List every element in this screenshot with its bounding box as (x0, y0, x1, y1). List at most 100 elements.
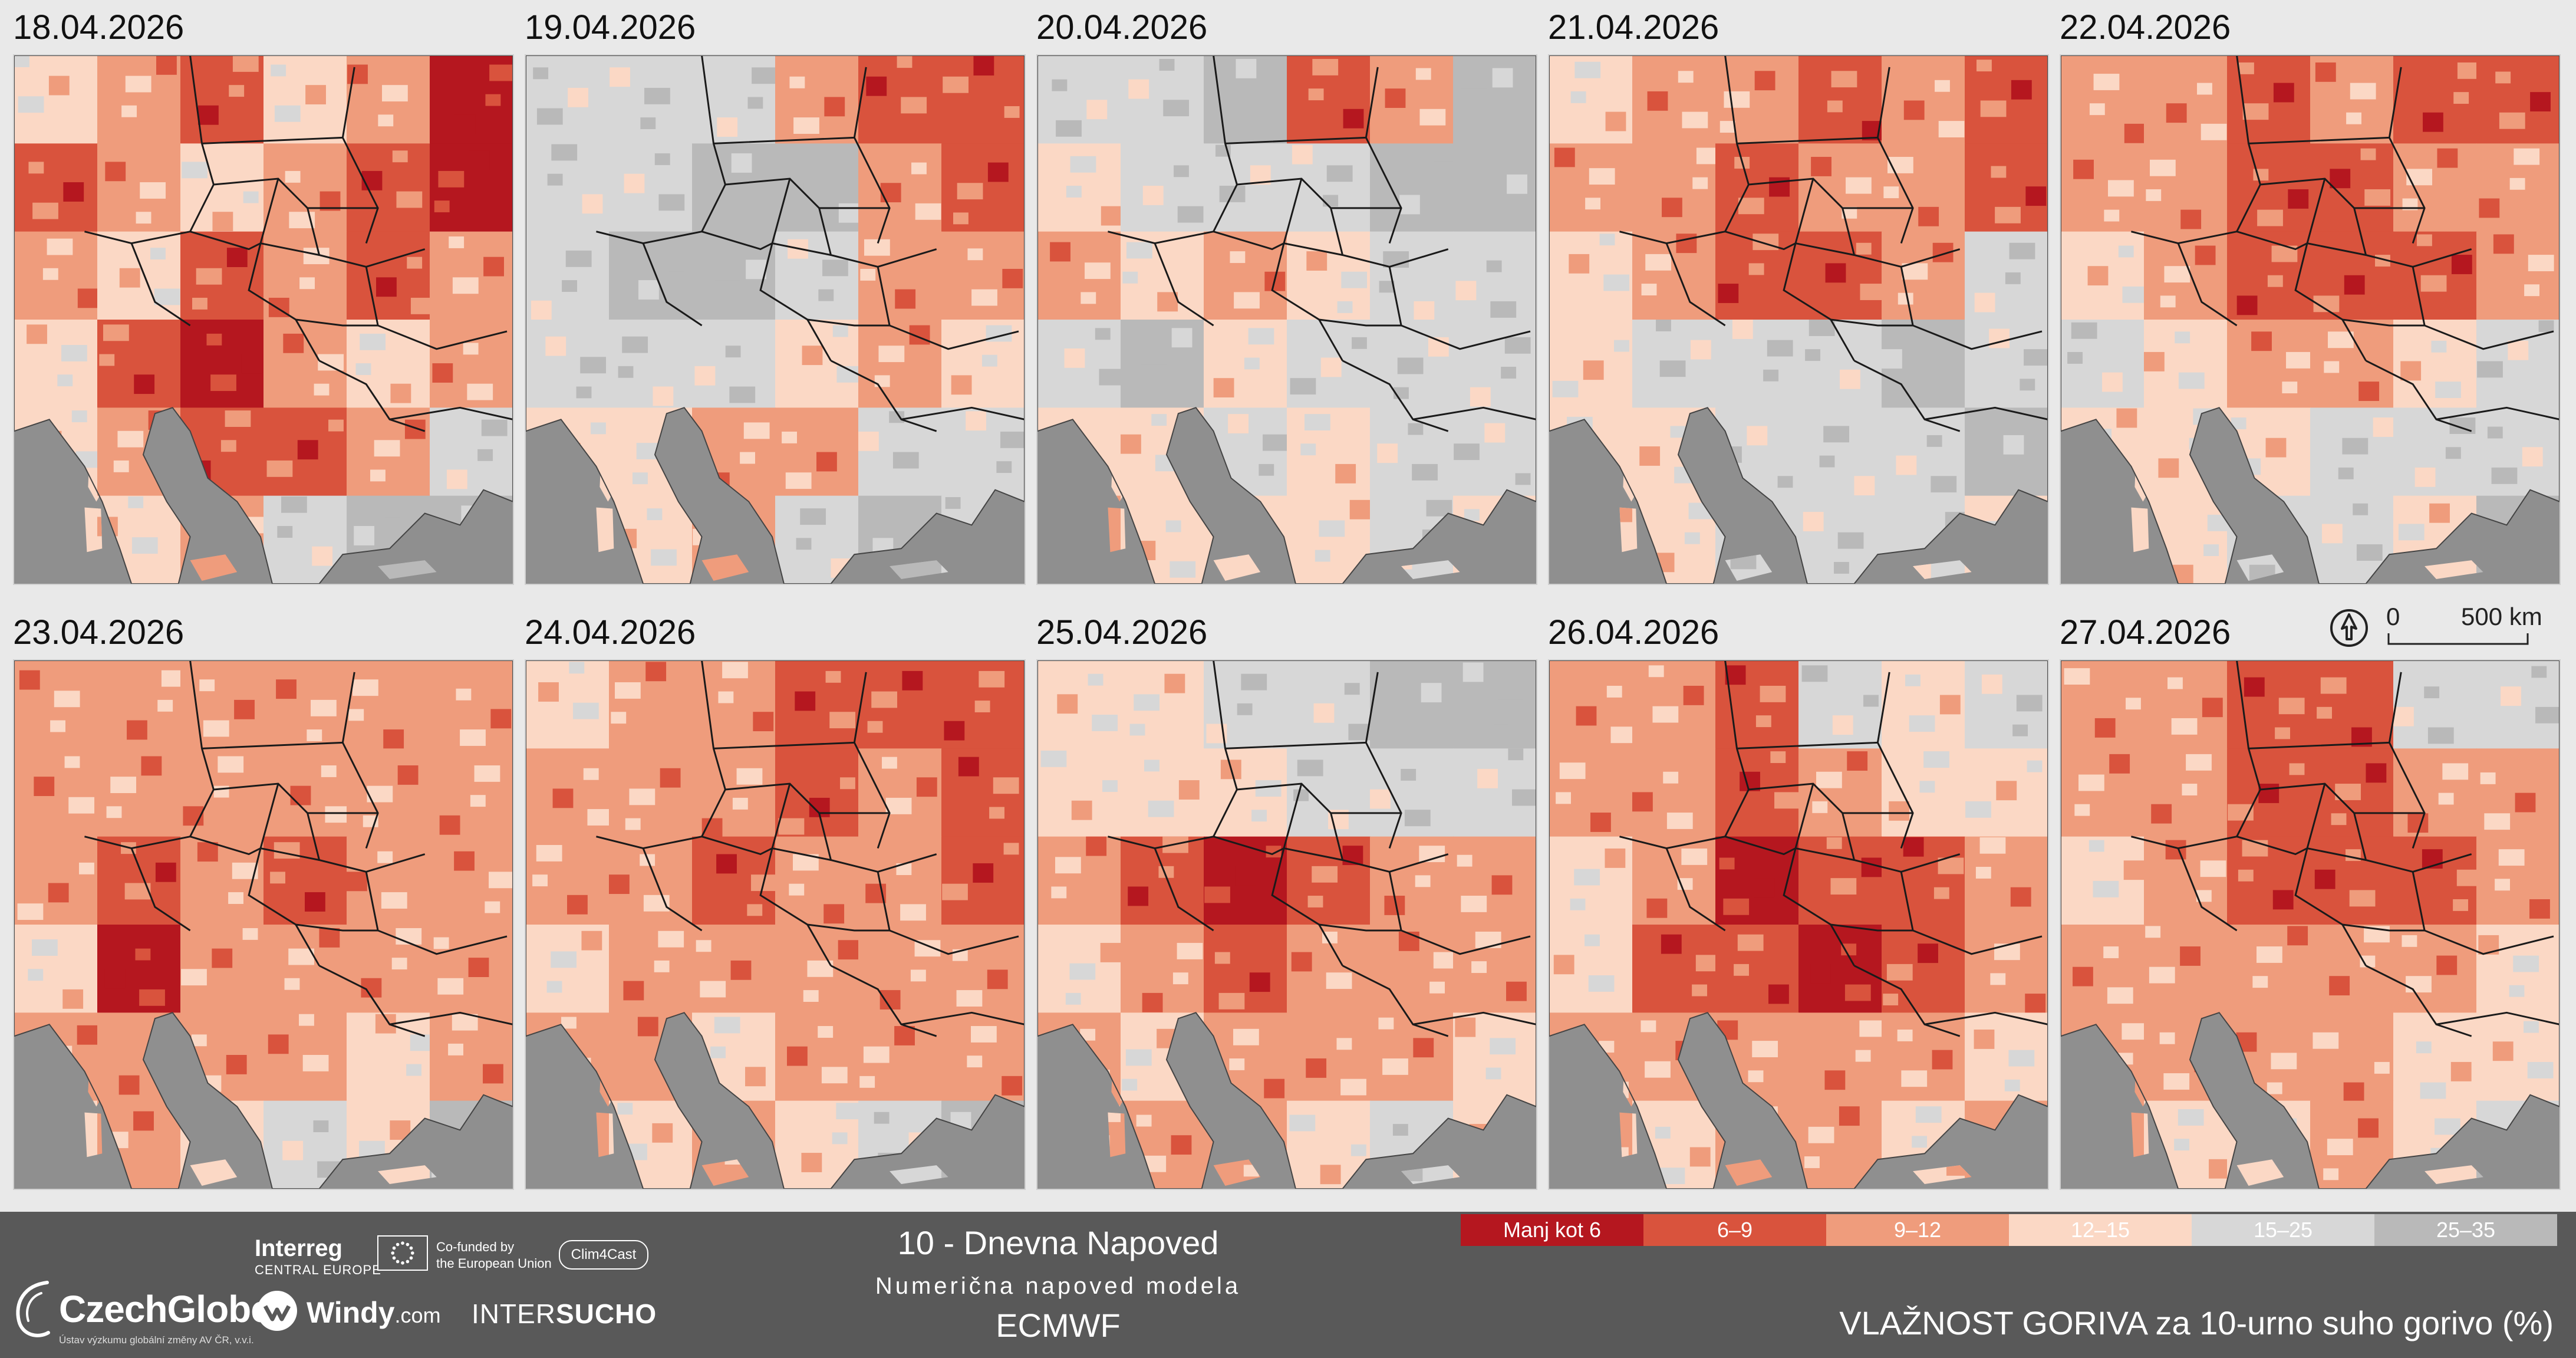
moisture-speckle (795, 691, 816, 711)
moisture-speckle (1475, 931, 1501, 948)
moisture-speckle (1682, 111, 1708, 129)
moisture-speckle (1462, 662, 1484, 682)
moisture-speckle (1378, 1017, 1394, 1030)
moisture-speckle (1300, 443, 1316, 456)
moisture-cell (858, 55, 942, 144)
moisture-speckle (1830, 878, 1857, 895)
moisture-speckle (1507, 174, 1527, 194)
moisture-speckle (119, 268, 140, 288)
moisture-speckle (2178, 372, 2205, 389)
moisture-cell (941, 925, 1025, 1014)
moisture-speckle (2104, 209, 2120, 222)
moisture-speckle (1484, 423, 1506, 443)
moisture-speckle (2331, 813, 2347, 826)
moisture-speckle (1896, 455, 1917, 475)
panel-date: 20.04.2026 (1036, 8, 1208, 47)
moisture-speckle (1350, 1144, 1366, 1156)
moisture-speckle (2479, 198, 2500, 218)
moisture-speckle (536, 108, 563, 125)
moisture-cell (14, 925, 98, 1014)
interreg-subtitle: CENTRAL EUROPE (255, 1262, 381, 1277)
moisture-speckle (27, 324, 47, 344)
moisture-speckle (1230, 251, 1246, 264)
moisture-speckle (1204, 886, 1230, 903)
moisture-speckle (2350, 83, 2376, 100)
moisture-speckle (1861, 857, 1882, 877)
moisture-speckle (987, 162, 1009, 182)
forecast-map (1036, 54, 1537, 585)
moisture-speckle (2522, 447, 2543, 467)
moisture-speckle (838, 940, 859, 960)
moisture-speckle (2487, 426, 2503, 439)
moisture-speckle (717, 117, 738, 137)
moisture-speckle (1972, 455, 1999, 472)
moisture-speckle (1326, 972, 1352, 989)
moisture-speckle (1419, 108, 1446, 126)
moisture-speckle (2501, 686, 2521, 706)
moisture-speckle (2093, 74, 2120, 90)
moisture-speckle (277, 526, 293, 538)
moisture-speckle (1377, 443, 1398, 463)
moisture-speckle (789, 76, 805, 88)
moisture-speckle (1655, 1126, 1671, 1139)
moisture-speckle (1583, 360, 1604, 380)
moisture-speckle (1923, 751, 1949, 768)
moisture-speckle (2159, 1032, 2175, 1044)
moisture-speckle (2242, 103, 2269, 120)
moisture-speckle (313, 1120, 329, 1133)
forecast-title: 10 - Dnevna Napoved (897, 1224, 1219, 1261)
moisture-speckle (1882, 349, 1902, 369)
moisture-speckle (2344, 275, 2365, 295)
moisture-speckle (2398, 524, 2425, 541)
moisture-speckle (1748, 1070, 1764, 1083)
moisture-speckle (448, 1043, 463, 1056)
moisture-speckle (2158, 458, 2179, 478)
moisture-speckle (191, 1034, 207, 1047)
moisture-speckle (787, 1046, 808, 1066)
moisture-speckle (1080, 1028, 1096, 1041)
moisture-speckle (354, 526, 375, 545)
moisture-speckle (228, 892, 244, 904)
moisture-speckle (232, 55, 259, 72)
legend-caption: VLAŽNOST GORIVA za 10-urno suho gorivo (… (1839, 1304, 2554, 1341)
moisture-speckle (1639, 446, 1661, 466)
moisture-speckle (1981, 674, 2002, 694)
moisture-speckle (2180, 946, 2201, 966)
moisture-speckle (2400, 361, 2422, 381)
moisture-speckle (47, 238, 73, 255)
moisture-speckle (456, 688, 472, 701)
moisture-speckle (1159, 58, 1175, 71)
moisture-speckle (1886, 964, 1913, 981)
footer-bar: CzechGlobe Ústav výzkumu globální změny … (0, 1212, 2576, 1358)
moisture-speckle (225, 410, 251, 427)
legend-item: Manj kot 6 (1461, 1214, 1643, 1246)
moisture-speckle (469, 150, 490, 170)
moisture-speckle (2330, 169, 2351, 189)
moisture-speckle (818, 1026, 834, 1038)
moisture-speckle (1490, 1038, 1516, 1055)
moisture-speckle (1732, 320, 1753, 339)
moisture-speckle (2342, 438, 2369, 455)
moisture-speckle (19, 670, 40, 690)
moisture-speckle (973, 56, 994, 76)
intersucho-sucho: SUCHO (556, 1298, 657, 1329)
moisture-speckle (1974, 292, 1995, 313)
moisture-speckle (1490, 301, 1517, 318)
moisture-speckle (347, 872, 367, 892)
moisture-speckle (2358, 1118, 2379, 1138)
moisture-speckle (1647, 91, 1668, 111)
moisture-speckle (285, 170, 301, 183)
forecast-map (13, 659, 514, 1190)
moisture-speckle (1994, 943, 2020, 961)
moisture-speckle (1690, 340, 1711, 360)
moisture-speckle (438, 170, 465, 188)
moisture-speckle (1938, 121, 1965, 137)
moisture-speckle (2182, 784, 2198, 795)
moisture-speckle (1883, 186, 1899, 199)
moisture-speckle (2514, 148, 2540, 165)
moisture-speckle (1461, 88, 1488, 106)
moisture-speckle (1415, 68, 1431, 80)
moisture-speckle (1290, 378, 1316, 395)
moisture-speckle (243, 191, 259, 203)
moisture-speckle (2282, 382, 2298, 394)
